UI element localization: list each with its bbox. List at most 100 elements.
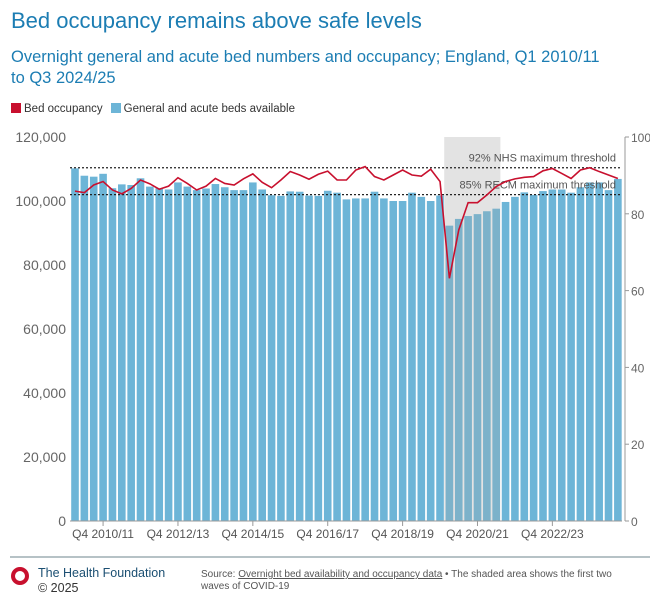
bar xyxy=(483,211,491,522)
bar xyxy=(333,192,341,521)
bar xyxy=(370,191,379,521)
bar xyxy=(80,175,89,521)
right-tick-label: 40 xyxy=(631,361,645,375)
bar xyxy=(136,178,145,521)
right-tick-label: 0 xyxy=(631,515,638,529)
bar xyxy=(473,214,482,521)
bar xyxy=(323,190,332,521)
x-tick-label: Q4 2012/13 xyxy=(147,527,210,541)
bar xyxy=(492,208,500,521)
legend-label: Bed occupancy xyxy=(24,103,103,115)
chart-svg: 92% NHS maximum threshold 85% RECM maximu… xyxy=(15,129,650,541)
bar xyxy=(361,198,369,521)
left-tick-label: 20,000 xyxy=(23,449,66,465)
x-tick-label: Q4 2016/17 xyxy=(296,527,359,541)
covid-shaded-area xyxy=(444,137,501,521)
legend-item-occupancy[interactable]: Bed occupancy xyxy=(11,103,103,115)
legend-swatch-blue xyxy=(110,103,121,113)
bar xyxy=(557,189,566,522)
threshold-label: 85% RECM maximum threshold xyxy=(460,180,617,192)
left-tick-label: 120,000 xyxy=(15,129,66,145)
source-note-text: • The shaded area shows the first two wa… xyxy=(201,569,612,592)
bar xyxy=(380,198,388,521)
bar xyxy=(164,189,173,522)
bar xyxy=(436,195,444,521)
bar xyxy=(99,173,107,522)
bar xyxy=(454,218,463,522)
health-foundation-logo-icon xyxy=(11,567,29,585)
bar xyxy=(305,195,313,521)
bar xyxy=(192,190,201,521)
bar xyxy=(249,182,257,521)
legend: Bed occupancy General and acute beds ava… xyxy=(11,103,295,115)
source-note: Source: Overnight bed availability and o… xyxy=(201,569,641,593)
right-tick-label: 60 xyxy=(631,285,645,299)
bar xyxy=(89,176,98,521)
bar xyxy=(548,189,557,522)
bar xyxy=(586,182,594,521)
bar xyxy=(511,196,519,521)
bar xyxy=(295,191,304,521)
left-tick-label: 0 xyxy=(58,513,66,529)
bar xyxy=(539,191,547,521)
bar xyxy=(426,201,435,521)
bar xyxy=(464,216,472,522)
bar xyxy=(614,178,622,522)
bar xyxy=(417,196,426,521)
bar xyxy=(604,190,613,521)
bar xyxy=(314,195,323,521)
occupancy-line xyxy=(74,165,619,279)
legend-item-beds[interactable]: General and acute beds available xyxy=(110,103,295,115)
bar xyxy=(174,182,182,521)
bar xyxy=(529,194,538,522)
bar xyxy=(127,185,135,521)
chart-title: Bed occupancy remains above safe levels xyxy=(11,8,422,33)
source-link[interactable]: Overnight bed availability and occupancy… xyxy=(238,569,443,580)
threshold-label: 92% NHS maximum threshold xyxy=(469,153,616,165)
org-name: The Health Foundation xyxy=(38,566,166,580)
bar xyxy=(239,190,248,521)
bar xyxy=(183,186,192,521)
bar xyxy=(352,198,360,521)
right-tick-label: 80 xyxy=(631,208,645,222)
source-prefix: Source: xyxy=(201,569,239,580)
legend-label: General and acute beds available xyxy=(123,103,295,115)
bar xyxy=(155,188,164,521)
bar xyxy=(71,168,79,522)
bar xyxy=(118,184,126,522)
footer-divider xyxy=(10,556,650,558)
bar xyxy=(211,184,220,522)
bar xyxy=(342,199,351,521)
bar xyxy=(202,188,210,521)
bar xyxy=(220,187,229,522)
bar xyxy=(576,187,585,522)
bar xyxy=(567,192,575,521)
left-tick-label: 80,000 xyxy=(23,257,66,273)
legend-swatch-red xyxy=(11,103,21,113)
bar xyxy=(595,182,603,521)
right-tick-label: 100 xyxy=(631,131,650,145)
right-tick-label: 20 xyxy=(631,438,645,452)
left-tick-label: 100,000 xyxy=(15,193,66,209)
left-tick-label: 40,000 xyxy=(23,385,66,401)
bar xyxy=(286,191,295,521)
bar xyxy=(108,188,117,521)
bar xyxy=(398,201,407,521)
left-tick-label: 60,000 xyxy=(23,321,66,337)
chart-subtitle: Overnight general and acute bed numbers … xyxy=(11,48,600,87)
x-tick-label: Q4 2020/21 xyxy=(446,527,509,541)
bar xyxy=(389,201,398,521)
bar xyxy=(230,190,238,521)
bar xyxy=(267,195,276,522)
bar xyxy=(501,201,510,521)
x-tick-label: Q4 2010/11 xyxy=(72,527,134,541)
copyright: © 2025 xyxy=(38,581,79,595)
bar xyxy=(277,195,285,521)
bar xyxy=(520,192,529,522)
bar xyxy=(408,192,416,521)
x-tick-label: Q4 2022/23 xyxy=(521,527,584,541)
bar xyxy=(146,186,154,521)
bar xyxy=(445,225,454,521)
bar xyxy=(258,189,266,522)
x-tick-label: Q4 2014/15 xyxy=(221,527,284,541)
